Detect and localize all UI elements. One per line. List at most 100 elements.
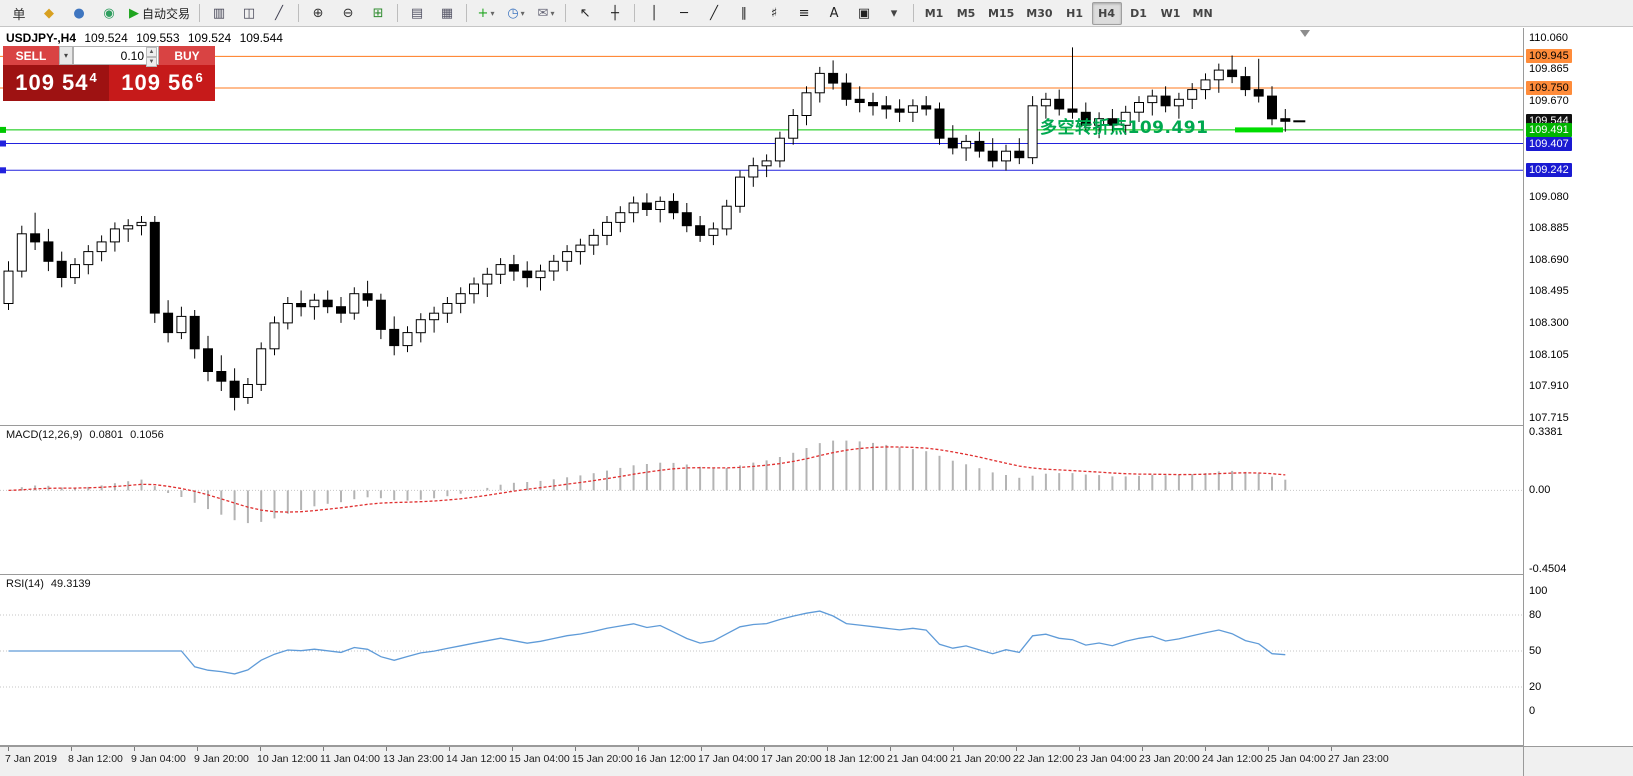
order-options-dropdown[interactable]: ▾ — [59, 46, 73, 65]
time-label: 8 Jan 12:00 — [68, 753, 123, 765]
toolbar-line-chart-mode[interactable]: ╱ — [265, 2, 293, 25]
macd-pane[interactable]: MACD(12,26,9) 0.0801 0.1056 — [0, 426, 1523, 574]
rsi-value: 49.3139 — [50, 578, 91, 590]
time-label: 21 Jan 04:00 — [887, 753, 948, 765]
time-label: 18 Jan 12:00 — [824, 753, 885, 765]
lot-size-input[interactable]: 0.10 ▲ ▼ — [73, 46, 159, 67]
buy-price-pip: 6 — [195, 69, 203, 85]
trendline-tool-icon: ╱ — [710, 5, 718, 21]
toolbar-bar-chart-mode[interactable]: ▥ — [205, 2, 233, 25]
price-label: 109.670 — [1529, 94, 1569, 107]
level-handles[interactable] — [0, 126, 6, 174]
time-tick — [1205, 747, 1206, 751]
toolbar-tf-m5[interactable]: M5 — [951, 2, 981, 25]
channel-tool-icon: ∥ — [740, 5, 748, 21]
rsi-scale-label: 50 — [1529, 645, 1542, 657]
time-axis[interactable]: 7 Jan 2019 8 Jan 12:00 9 Jan 04:00 9 Jan 20… — [0, 746, 1523, 776]
macd-scale-label: 0.3381 — [1529, 425, 1563, 438]
toolbar-zoom-in[interactable]: ⊕ — [304, 2, 332, 25]
pane-separator[interactable] — [0, 574, 1523, 575]
toolbar-add-indicator[interactable]: + ▾ — [472, 2, 500, 25]
toolbar-separator — [298, 4, 300, 22]
toolbar-arrow-tool[interactable]: ▣ — [850, 2, 878, 25]
window-cascade-icon: ▤ — [410, 5, 424, 21]
buy-button[interactable]: BUY — [159, 46, 215, 65]
time-label: 11 Jan 04:00 — [320, 753, 380, 765]
toolbar-trendline-tool[interactable]: ╱ — [700, 2, 728, 25]
toolbar-data-window[interactable]: ● — [65, 2, 93, 25]
toolbar-market-watch[interactable]: ◆ — [35, 2, 63, 25]
toolbar-tf-mn[interactable]: MN — [1188, 2, 1218, 25]
toolbar-templates[interactable]: ✉ ▾ — [532, 2, 560, 25]
time-tick — [1142, 747, 1143, 751]
lot-stepper[interactable]: ▲ ▼ — [146, 47, 157, 67]
tf-d1-label: D1 — [1130, 6, 1147, 20]
pane-separator[interactable] — [0, 745, 1523, 746]
cursor-tool-icon: ↖ — [579, 5, 591, 21]
toolbar-fibonacci-tool[interactable]: ♯ — [760, 2, 788, 25]
annotation-text: 多空转折点109.491 — [1040, 118, 1209, 138]
toolbar-tf-h1[interactable]: H1 — [1060, 2, 1090, 25]
toolbar-zoom-out[interactable]: ⊖ — [334, 2, 362, 25]
toolbar-tf-m15[interactable]: M15 — [983, 2, 1019, 25]
tf-h4-label: H4 — [1098, 6, 1115, 20]
time-tick — [1331, 747, 1332, 751]
toolbar-vertical-line-tool[interactable]: │ — [640, 2, 668, 25]
price-label: 108.105 — [1529, 348, 1569, 361]
price-tag: 109.945 — [1526, 49, 1572, 64]
new-order-label: 单 — [12, 7, 26, 23]
tf-mn-label: MN — [1192, 6, 1213, 20]
price-axis[interactable]: 110.060 109.865 109.670 109.080 108.885 108.6… — [1523, 28, 1633, 776]
time-label: 24 Jan 12:00 — [1202, 753, 1263, 765]
toolbar-tf-m1[interactable]: M1 — [919, 2, 949, 25]
toolbar-tf-h4[interactable]: H4 — [1091, 1, 1122, 25]
toolbar-tile-windows[interactable]: ⊞ — [364, 2, 392, 25]
macd-name: MACD(12,26,9) — [6, 429, 83, 441]
toolbar-horizontal-line-tool[interactable]: ─ — [670, 2, 698, 25]
toolbar-window-cascade[interactable]: ▤ — [403, 2, 431, 25]
toolbar-terminal[interactable]: ◉ — [95, 2, 123, 25]
toolbar-shapes-dropdown[interactable]: ▾ — [880, 2, 908, 25]
time-tick — [134, 747, 135, 751]
toolbar-auto-trading[interactable]: ▶ 自动交易 — [125, 2, 194, 25]
time-label: 14 Jan 12:00 — [446, 753, 507, 765]
toolbar-candlestick-mode[interactable]: ◫ — [235, 2, 263, 25]
buy-price-button[interactable]: 109 56 6 — [109, 65, 215, 101]
main-chart-pane[interactable]: USDJPY-,H4 109.524 109.553 109.524 109.5… — [0, 28, 1523, 425]
price-label: 109.080 — [1529, 190, 1569, 203]
tf-m5-label: M5 — [956, 6, 976, 20]
pane-separator[interactable] — [0, 425, 1523, 426]
text-tool-icon: A — [829, 5, 839, 21]
level-lines[interactable] — [0, 55, 1523, 171]
auto-trading-label: 自动交易 — [142, 6, 191, 21]
tf-m15-label: M15 — [988, 6, 1015, 20]
toolbar-cursor-tool[interactable]: ↖ — [571, 2, 599, 25]
toolbar-text-tool[interactable]: A — [820, 2, 848, 25]
top-toolbar: 单 ◆ ● ◉ ▶ 自动交易 ▥ ◫ ╱ ⊕ ⊖ ⊞ ▤ ▦ + ▾ ◷ ▾ ✉ ▾ ↖ ┼ │ ─ ╱ ∥ ♯ ≡ A ▣ ▾ M1 M5 M1… — [0, 0, 1633, 27]
toolbar-objects-list[interactable]: ≡ — [790, 2, 818, 25]
time-label: 7 Jan 2019 — [5, 753, 57, 765]
time-label: 13 Jan 23:00 — [383, 753, 444, 765]
toolbar-channel-tool[interactable]: ∥ — [730, 2, 758, 25]
green-highlight-segment[interactable] — [1235, 127, 1283, 133]
time-label: 10 Jan 12:00 — [257, 753, 318, 765]
toolbar-new-order[interactable]: 单 — [5, 2, 33, 25]
toolbar-tf-m30[interactable]: M30 — [1021, 2, 1057, 25]
time-tick — [1016, 747, 1017, 751]
lot-decrease-button[interactable]: ▼ — [146, 57, 157, 67]
sell-button[interactable]: SELL — [3, 46, 59, 65]
sell-price-button[interactable]: 109 54 4 — [3, 65, 109, 101]
toolbar-crosshair-tool[interactable]: ┼ — [601, 2, 629, 25]
rsi-pane[interactable]: RSI(14) 49.3139 — [0, 575, 1523, 745]
window-tile-vertical-icon: ▦ — [440, 5, 454, 21]
chart-shift-marker[interactable] — [1300, 30, 1310, 37]
sell-price: 109 54 — [15, 70, 89, 95]
price-label: 108.300 — [1529, 316, 1569, 329]
toolbar-window-tile-vertical[interactable]: ▦ — [433, 2, 461, 25]
price-tag: 109.750 — [1526, 80, 1572, 95]
toolbar-tf-d1[interactable]: D1 — [1124, 2, 1154, 25]
toolbar-periods[interactable]: ◷ ▾ — [502, 2, 530, 25]
rsi-scale-label: 80 — [1529, 609, 1542, 621]
toolbar-tf-w1[interactable]: W1 — [1156, 2, 1186, 25]
lot-increase-button[interactable]: ▲ — [146, 47, 157, 57]
